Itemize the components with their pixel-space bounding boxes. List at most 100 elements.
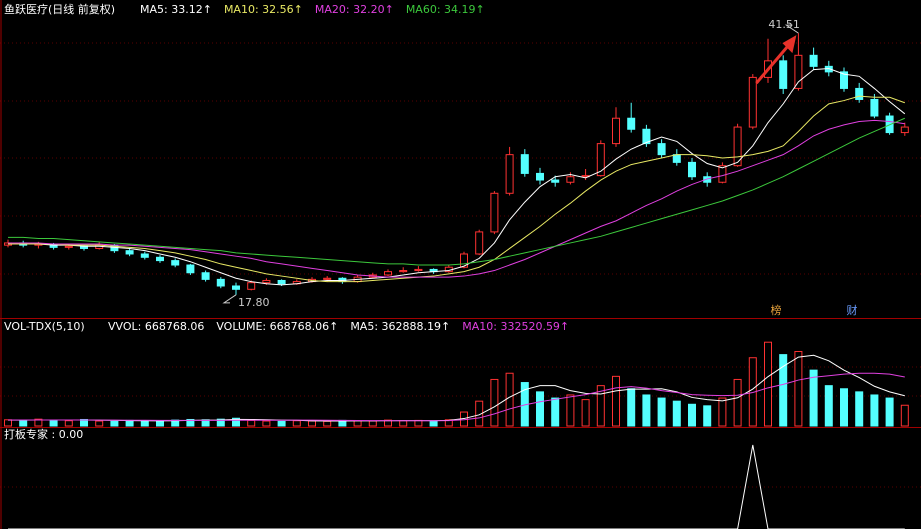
volume-bar xyxy=(186,418,195,427)
candle-body xyxy=(460,253,468,268)
volume-bar xyxy=(399,420,408,427)
candle-body xyxy=(718,165,727,183)
legend-entry: MA60: 34.19↑ xyxy=(406,3,485,16)
highlight-arrow xyxy=(755,42,792,85)
legend-entry: VVOL: 668768.06 xyxy=(108,320,204,333)
volume-bar xyxy=(566,394,575,427)
candle-body xyxy=(840,71,848,89)
volume-bar xyxy=(323,420,332,427)
candle-body xyxy=(612,117,620,145)
candle-body xyxy=(551,179,560,183)
volume-bar xyxy=(642,394,651,427)
candle-body xyxy=(323,277,332,280)
candle-body xyxy=(733,126,742,167)
candle-body xyxy=(809,54,818,67)
volume-bar xyxy=(505,372,514,427)
volume-bar xyxy=(444,419,453,427)
legend-entry: MA5: 362888.19↑ xyxy=(350,320,450,333)
volume-bar xyxy=(627,388,636,427)
candle-body xyxy=(779,60,788,89)
candle-body xyxy=(475,231,484,255)
volume-bar xyxy=(140,420,149,427)
volume-bar xyxy=(733,378,742,427)
volume-bar xyxy=(49,419,58,427)
candle-body xyxy=(748,76,757,128)
volume-bar xyxy=(612,375,620,427)
grid xyxy=(0,42,921,488)
volume-bar xyxy=(353,420,362,427)
candle-body xyxy=(703,176,712,183)
annotation-leader xyxy=(222,294,237,304)
volume-bar xyxy=(824,385,833,427)
legend-entry: MA10: 332520.59↑ xyxy=(462,320,569,333)
volume-bar xyxy=(95,420,104,427)
candle-body xyxy=(536,172,544,181)
candle-body xyxy=(520,154,529,174)
volume-bar xyxy=(809,369,818,427)
candle-body xyxy=(262,279,271,284)
volume-bar xyxy=(779,354,788,427)
indicator-line xyxy=(8,444,905,529)
volume-bar xyxy=(34,418,43,427)
volume-bar xyxy=(277,420,286,427)
volume-bar xyxy=(110,420,119,427)
volume-bar xyxy=(688,403,696,427)
price-title: 鱼跃医疗(日线 前复权) xyxy=(4,2,115,16)
candle-body xyxy=(414,268,423,272)
volume-bar xyxy=(4,419,12,427)
volume-bar xyxy=(794,351,803,427)
ma-line xyxy=(8,119,905,278)
volume-bar xyxy=(596,385,605,427)
volume-bar xyxy=(870,394,879,427)
candle-body xyxy=(216,278,225,287)
volume-bar xyxy=(900,404,909,427)
legend-entry: MA10: 32.56↑ xyxy=(224,3,303,16)
volume-bar xyxy=(885,397,894,427)
candle-body xyxy=(186,264,195,274)
candle-body xyxy=(672,154,681,163)
volume-bar xyxy=(551,397,560,427)
volume-bar xyxy=(490,378,499,427)
volume-bar xyxy=(308,420,316,427)
volume-bar xyxy=(368,420,377,427)
candle-body xyxy=(490,192,499,233)
candle-body xyxy=(642,128,651,145)
candle-body xyxy=(627,117,636,130)
candle-body xyxy=(247,282,256,290)
candle-body xyxy=(64,245,73,248)
volume-bar xyxy=(703,405,712,427)
volume-bar xyxy=(764,341,772,427)
volume-bar xyxy=(718,397,727,427)
volume-bar xyxy=(429,420,438,427)
indicator-title: 打板专家 : 0.00 xyxy=(4,427,83,441)
ma-line xyxy=(8,68,906,286)
candle-body xyxy=(505,154,514,194)
candle-body xyxy=(140,253,149,258)
event-marker: 榜 xyxy=(771,303,782,317)
candle-body xyxy=(566,176,575,183)
ma-line xyxy=(8,95,905,283)
volume-bar xyxy=(19,419,28,427)
volume-bar xyxy=(855,391,864,427)
volume-bar xyxy=(475,400,484,427)
volume-title: VOL-TDX(5,10) xyxy=(4,320,85,333)
candle-body xyxy=(596,143,605,177)
volume-bar xyxy=(247,419,256,427)
volume-bar xyxy=(64,420,73,427)
candle-body xyxy=(171,260,180,266)
candle-body xyxy=(870,98,879,117)
volume-bar xyxy=(262,420,271,427)
candle-body xyxy=(201,272,210,280)
volume-bar xyxy=(125,419,134,427)
volume-bar xyxy=(232,417,240,427)
legend-entry: VOLUME: 668768.06↑ xyxy=(216,320,338,333)
candle-body xyxy=(885,115,894,134)
volume-bar xyxy=(414,419,423,427)
ma-line xyxy=(8,117,905,266)
candle-body xyxy=(232,285,240,290)
candle-body xyxy=(156,256,164,262)
legend-entry: MA5: 33.12↑ xyxy=(140,3,212,16)
candle-body xyxy=(384,271,392,276)
arrow-head xyxy=(782,35,797,54)
